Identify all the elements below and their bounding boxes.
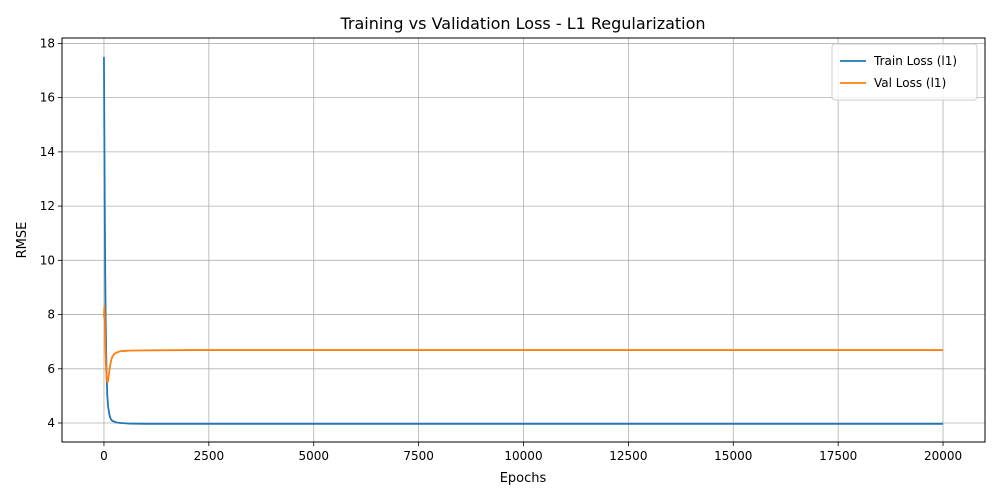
x-axis-label: Epochs — [500, 471, 547, 486]
y-axis-label: RMSE — [15, 222, 30, 259]
x-tick-label: 17500 — [819, 449, 857, 463]
series-line-2 — [103, 305, 944, 384]
x-tick-label: 10000 — [504, 449, 542, 463]
x-tick-label: 12500 — [609, 449, 647, 463]
series-layer — [103, 56, 944, 425]
legend-label-2: Val Loss (l1) — [874, 76, 946, 90]
x-tick-label: 5000 — [298, 449, 329, 463]
legend-label-1: Train Loss (l1) — [873, 54, 957, 68]
legend-box — [831, 43, 978, 101]
x-tick-label: 0 — [100, 449, 108, 463]
x-tick-label: 20000 — [924, 449, 962, 463]
y-tick-label: 6 — [47, 362, 55, 376]
legend: Train Loss (l1) Val Loss (l1) — [831, 43, 978, 101]
x-tick-label: 15000 — [714, 449, 752, 463]
y-tick-label: 8 — [47, 308, 55, 322]
y-tick-label: 18 — [40, 36, 55, 50]
y-tick-label: 10 — [40, 253, 55, 267]
y-tick-label: 16 — [40, 91, 55, 105]
y-tick-label: 4 — [47, 416, 55, 430]
x-tick-label: 2500 — [194, 449, 225, 463]
y-tick-label: 14 — [40, 145, 55, 159]
chart-title: Training vs Validation Loss - L1 Regular… — [339, 14, 705, 33]
y-tick-label: 12 — [40, 199, 55, 213]
x-tick-label: 7500 — [403, 449, 434, 463]
series-line-1 — [103, 56, 944, 425]
ticks: 0 2500 5000 7500 10000 12500 15000 17500 20000 4 6… — [40, 36, 962, 463]
